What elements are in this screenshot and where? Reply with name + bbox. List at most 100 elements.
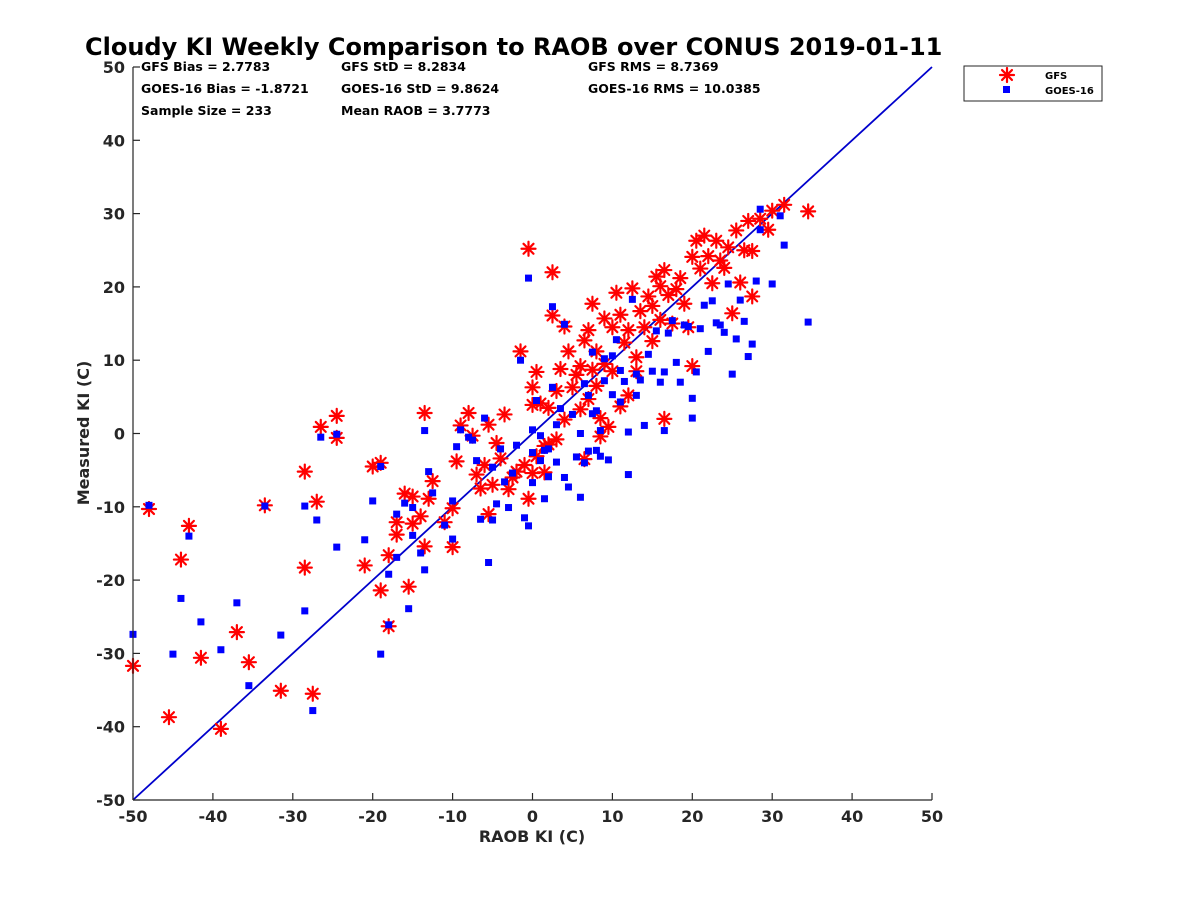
- gfs-point: [180, 517, 198, 534]
- gfs-point: [404, 488, 421, 505]
- goes16-point: [529, 426, 536, 434]
- goes16-point: [704, 347, 712, 355]
- gfs-point: [548, 431, 565, 448]
- gfs-point: [312, 418, 329, 436]
- gfs-point: [644, 297, 661, 315]
- goes16-point: [780, 241, 788, 249]
- goes16-point: [584, 391, 592, 399]
- goes16-point: [652, 327, 660, 335]
- gfs-point: [296, 559, 313, 576]
- goes16-point: [548, 303, 556, 311]
- goes16-point: [513, 441, 521, 449]
- stat-gfs-rms: GFS RMS = 8.7369: [588, 59, 719, 74]
- gfs-point: [520, 490, 537, 507]
- gfs-point: [764, 202, 781, 219]
- legend: GFS GOES-16: [963, 65, 1103, 102]
- goes16-point: [600, 355, 608, 363]
- goes16-point: [592, 407, 600, 415]
- goes16-point: [580, 380, 588, 388]
- x-tick-label: -50: [119, 807, 148, 826]
- goes16-point: [580, 459, 588, 467]
- gfs-point: [528, 363, 545, 381]
- goes16-point: [736, 296, 744, 304]
- gfs-point: [520, 240, 537, 257]
- gfs-point: [524, 379, 541, 396]
- gfs-point: [744, 288, 761, 305]
- goes16-point: [469, 436, 477, 444]
- gfs-point: [552, 360, 569, 378]
- legend-gfs-label: GFS: [1045, 71, 1067, 82]
- gfs-point: [684, 357, 701, 375]
- gfs-point: [556, 411, 573, 428]
- x-tick-label: 50: [921, 807, 943, 826]
- gfs-point: [588, 377, 605, 394]
- goes16-point: [560, 320, 568, 328]
- goes16-point: [377, 650, 385, 658]
- gfs-point: [560, 343, 577, 360]
- y-tick-label: 20: [103, 278, 125, 297]
- goes16-point: [169, 650, 177, 658]
- x-tick-label: -40: [198, 807, 227, 826]
- goes16-point: [572, 453, 580, 461]
- goes16-point: [576, 493, 584, 501]
- goes16-point: [668, 317, 676, 325]
- gfs-point: [380, 547, 397, 564]
- stats-block: GFS Bias = 2.7783 GFS StD = 8.2834 GFS R…: [141, 59, 761, 118]
- y-tick-label: -40: [96, 718, 125, 737]
- x-tick-label: -10: [438, 807, 467, 826]
- gfs-point: [580, 322, 597, 339]
- goes16-point: [521, 514, 529, 522]
- y-tick-label: 50: [103, 58, 125, 77]
- goes16-point: [441, 521, 449, 529]
- goes16-point: [369, 497, 377, 505]
- goes16-point: [556, 405, 564, 413]
- one-to-one-line: [132, 66, 933, 801]
- goes16-point: [600, 377, 608, 385]
- goes16-point: [393, 553, 401, 561]
- goes16-point: [596, 427, 604, 435]
- goes16-point: [493, 500, 501, 508]
- goes16-point: [716, 321, 724, 329]
- goes16-point: [501, 478, 509, 486]
- goes16-point: [740, 317, 748, 325]
- y-tick-label: 0: [114, 425, 125, 444]
- goes16-point: [776, 212, 784, 220]
- goes16-point: [732, 335, 740, 343]
- goes16-point: [692, 368, 700, 376]
- goes16-point: [532, 397, 540, 405]
- gfs-point: [212, 720, 229, 737]
- gfs-point: [416, 538, 433, 555]
- goes16-point: [624, 428, 632, 436]
- legend-gfs-asterisk: [998, 66, 1016, 84]
- goes16-point: [421, 566, 429, 574]
- goes16-point: [489, 463, 497, 471]
- gfs-point: [468, 466, 485, 483]
- x-tick-label: -30: [278, 807, 307, 826]
- gfs-point: [696, 227, 713, 244]
- gfs-point: [656, 261, 673, 279]
- goes16-point: [664, 329, 672, 337]
- goes16-point: [405, 605, 413, 613]
- gfs-point: [744, 242, 761, 260]
- goes16-point: [608, 352, 616, 360]
- gfs-point: [460, 404, 477, 422]
- goes16-point: [197, 618, 205, 626]
- gfs-point: [416, 404, 433, 422]
- goes16-point: [509, 469, 517, 477]
- goes16-point: [700, 301, 708, 309]
- goes16-point: [277, 631, 285, 639]
- goes16-series: [129, 205, 812, 715]
- goes16-point: [616, 398, 624, 406]
- gfs-point: [448, 453, 465, 470]
- gfs-point: [492, 450, 509, 467]
- goes16-point: [361, 536, 369, 544]
- goes16-point: [261, 502, 269, 510]
- goes16-point: [552, 458, 560, 466]
- goes16-point: [301, 502, 309, 510]
- goes16-point: [752, 277, 760, 285]
- goes16-point: [185, 532, 193, 540]
- goes16-point: [453, 443, 461, 451]
- gfs-point: [720, 239, 737, 256]
- goes16-point: [568, 410, 576, 418]
- goes16-point: [544, 445, 552, 453]
